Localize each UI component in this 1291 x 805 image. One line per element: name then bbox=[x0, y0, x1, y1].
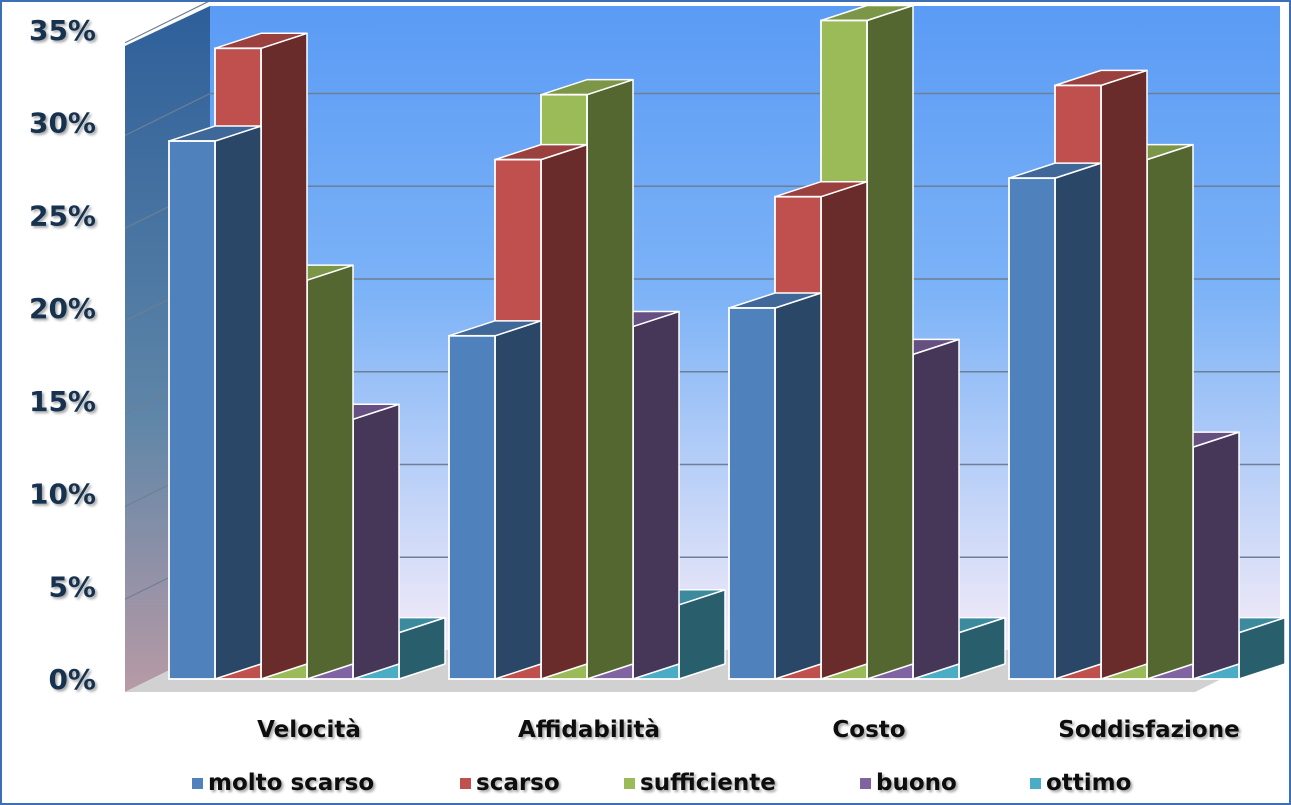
bar-side bbox=[352, 403, 400, 680]
bar-front bbox=[448, 334, 496, 680]
bar-front bbox=[168, 140, 216, 680]
bar-side bbox=[866, 4, 914, 680]
legend-item: buono bbox=[860, 770, 957, 796]
legend-label: ottimo bbox=[1046, 770, 1131, 796]
bar-side bbox=[1100, 69, 1148, 680]
category-label: Soddisfazione bbox=[1058, 717, 1239, 743]
bar-side bbox=[260, 32, 308, 680]
x-axis-categories: Velocità Affidabilità Costo Soddisfazione bbox=[257, 717, 1240, 743]
legend-swatch bbox=[192, 778, 203, 789]
bar-side bbox=[912, 338, 960, 680]
legend-swatch bbox=[624, 778, 635, 789]
bar-side bbox=[494, 320, 542, 680]
y-tick-label: 30% bbox=[29, 107, 96, 140]
bar-side bbox=[820, 180, 868, 680]
legend-swatch bbox=[1030, 778, 1041, 789]
y-tick-label: 35% bbox=[29, 14, 96, 47]
category-label: Costo bbox=[832, 717, 905, 743]
bar-front bbox=[728, 307, 776, 680]
bar bbox=[448, 320, 542, 680]
y-tick-label: 15% bbox=[29, 385, 96, 418]
bar-side bbox=[632, 310, 680, 680]
y-tick-label: 10% bbox=[29, 478, 96, 511]
gridline bbox=[124, 92, 211, 137]
bar-side bbox=[586, 78, 634, 680]
legend-label: buono bbox=[876, 770, 957, 796]
legend-item: ottimo bbox=[1030, 770, 1131, 796]
legend-label: sufficiente bbox=[640, 770, 776, 796]
y-tick-label: 0% bbox=[48, 663, 96, 696]
legend-item: sufficiente bbox=[624, 770, 776, 796]
bar bbox=[1008, 162, 1102, 680]
category-label: Affidabilità bbox=[518, 717, 660, 743]
category-label: Velocità bbox=[257, 717, 361, 743]
bar-side bbox=[774, 292, 822, 680]
bar-side bbox=[1146, 143, 1194, 680]
legend-swatch bbox=[860, 778, 871, 789]
bar-side bbox=[1054, 162, 1102, 680]
y-tick-label: 25% bbox=[29, 199, 96, 232]
bar bbox=[728, 292, 822, 680]
bar-side bbox=[540, 143, 588, 680]
y-tick-label: 20% bbox=[29, 292, 96, 325]
legend: molto scarso scarso sufficiente buono ottimo bbox=[192, 770, 1131, 796]
bar-side bbox=[214, 125, 262, 680]
bars bbox=[168, 4, 1286, 680]
y-tick-label: 5% bbox=[48, 570, 96, 603]
bar-front bbox=[1008, 177, 1056, 680]
gridline bbox=[124, 2, 209, 44]
bar bbox=[168, 125, 262, 680]
legend-item: scarso bbox=[460, 770, 560, 796]
legend-item: molto scarso bbox=[192, 770, 374, 796]
bar-side bbox=[1192, 431, 1240, 680]
legend-label: molto scarso bbox=[208, 770, 374, 796]
legend-swatch bbox=[460, 778, 471, 789]
bar-side bbox=[306, 264, 354, 680]
legend-label: scarso bbox=[476, 770, 560, 796]
y-axis-ticks: 0% 5% 10% 15% 20% 25% 30% 35% bbox=[29, 14, 96, 696]
